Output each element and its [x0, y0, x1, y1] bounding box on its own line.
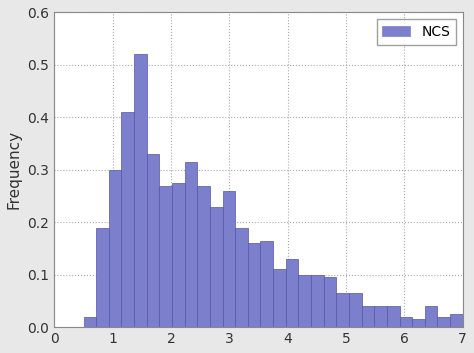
Bar — [235, 228, 248, 327]
Bar — [324, 277, 337, 327]
Bar — [185, 162, 197, 327]
Bar — [362, 306, 374, 327]
Bar — [337, 293, 349, 327]
Bar — [261, 241, 273, 327]
Bar — [299, 275, 311, 327]
Bar — [172, 183, 185, 327]
Bar — [425, 306, 438, 327]
Bar — [109, 170, 121, 327]
Bar — [450, 314, 463, 327]
Bar — [197, 186, 210, 327]
Bar — [134, 54, 147, 327]
Bar — [96, 228, 109, 327]
Bar — [400, 317, 412, 327]
Bar — [248, 243, 261, 327]
Bar — [311, 275, 324, 327]
Y-axis label: Frequency: Frequency — [7, 130, 22, 209]
Bar — [273, 269, 286, 327]
Bar — [121, 112, 134, 327]
Bar — [223, 191, 235, 327]
Legend: NCS: NCS — [377, 19, 456, 44]
Bar — [83, 317, 96, 327]
Bar — [159, 186, 172, 327]
Bar — [438, 317, 450, 327]
Bar — [286, 259, 299, 327]
Bar — [387, 306, 400, 327]
Bar — [374, 306, 387, 327]
Bar — [210, 207, 223, 327]
Bar — [349, 293, 362, 327]
Bar — [412, 319, 425, 327]
Bar — [147, 154, 159, 327]
